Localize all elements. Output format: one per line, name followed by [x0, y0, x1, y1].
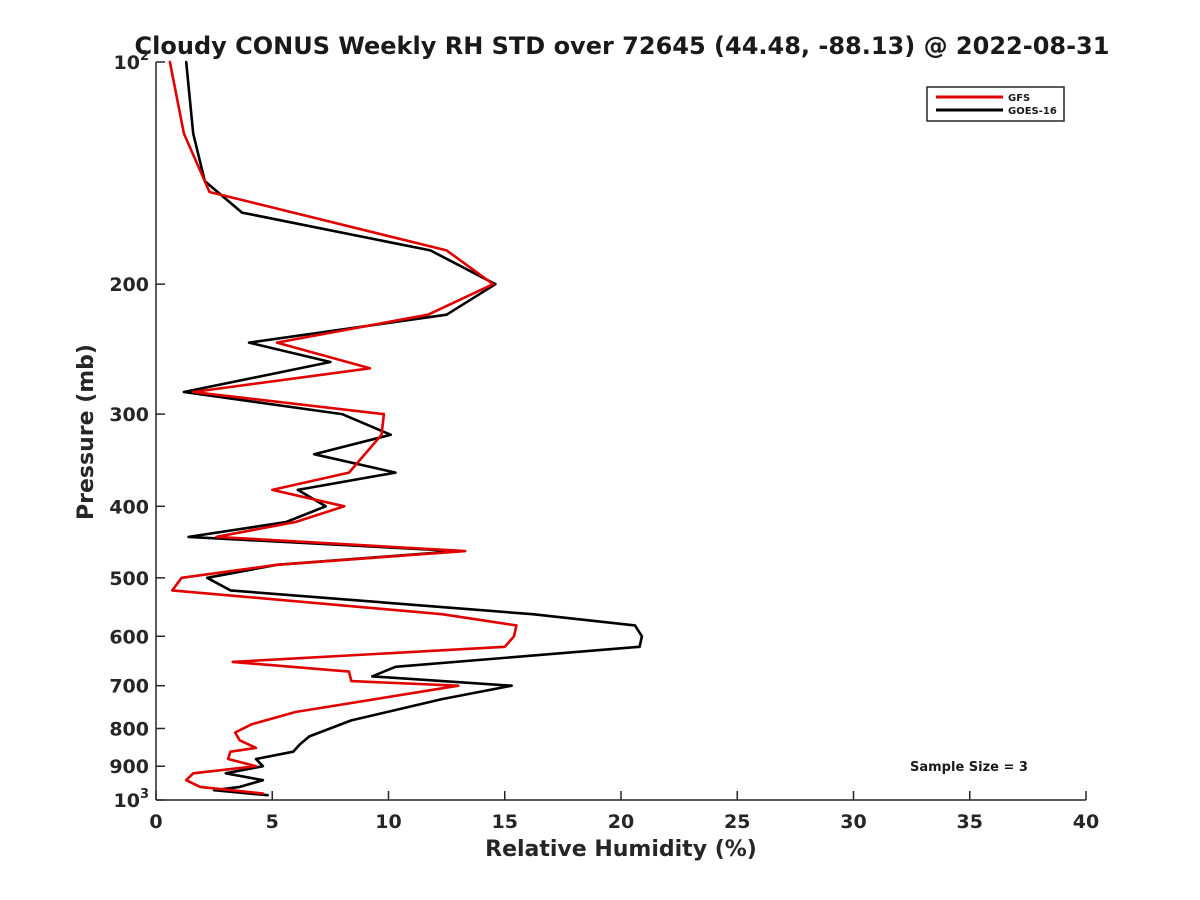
plot-area: 0 5 10 15 20 25 30 35 40 102 200 300 400 500 600 700 80… — [109, 49, 1099, 833]
x-tick-label: 15 — [492, 811, 518, 833]
y-axis-ticks: 102 200 300 400 500 600 700 800 900 103 — [109, 49, 165, 812]
x-tick-label: 20 — [608, 811, 634, 833]
chart-title: Cloudy CONUS Weekly RH STD over 72645 (4… — [135, 32, 1110, 60]
y-tick-label: 600 — [109, 626, 149, 648]
y-tick-label: 800 — [109, 718, 149, 740]
x-axis-label: Relative Humidity (%) — [485, 837, 757, 862]
y-tick-label: 103 — [114, 787, 150, 812]
x-tick-label: 35 — [957, 811, 983, 833]
x-tick-label: 0 — [149, 811, 162, 833]
x-tick-label: 30 — [840, 811, 866, 833]
y-tick-label: 200 — [109, 274, 149, 296]
sample-size-annotation: Sample Size = 3 — [910, 760, 1028, 775]
y-tick-label: 102 — [114, 49, 150, 74]
legend-label-gfs: GFS — [1008, 93, 1030, 104]
x-axis-ticks: 0 5 10 15 20 25 30 35 40 — [149, 791, 1099, 833]
legend-label-goes16: GOES-16 — [1008, 106, 1057, 117]
y-axis-label: Pressure (mb) — [74, 344, 99, 520]
x-tick-label: 25 — [724, 811, 750, 833]
series-line-goes16 — [182, 60, 644, 797]
y-tick-label: 400 — [109, 496, 149, 518]
y-tick-label: 500 — [109, 568, 149, 590]
series-line-gfs — [168, 60, 518, 795]
x-tick-label: 10 — [375, 811, 401, 833]
legend: GFS GOES-16 — [926, 86, 1065, 122]
y-tick-label: 300 — [109, 404, 149, 426]
y-tick-label: 700 — [109, 676, 149, 698]
series-layer — [168, 60, 644, 797]
legend-box — [926, 86, 1065, 122]
x-tick-label: 40 — [1073, 811, 1099, 833]
y-tick-label: 900 — [109, 756, 149, 778]
x-tick-label: 5 — [266, 811, 279, 833]
